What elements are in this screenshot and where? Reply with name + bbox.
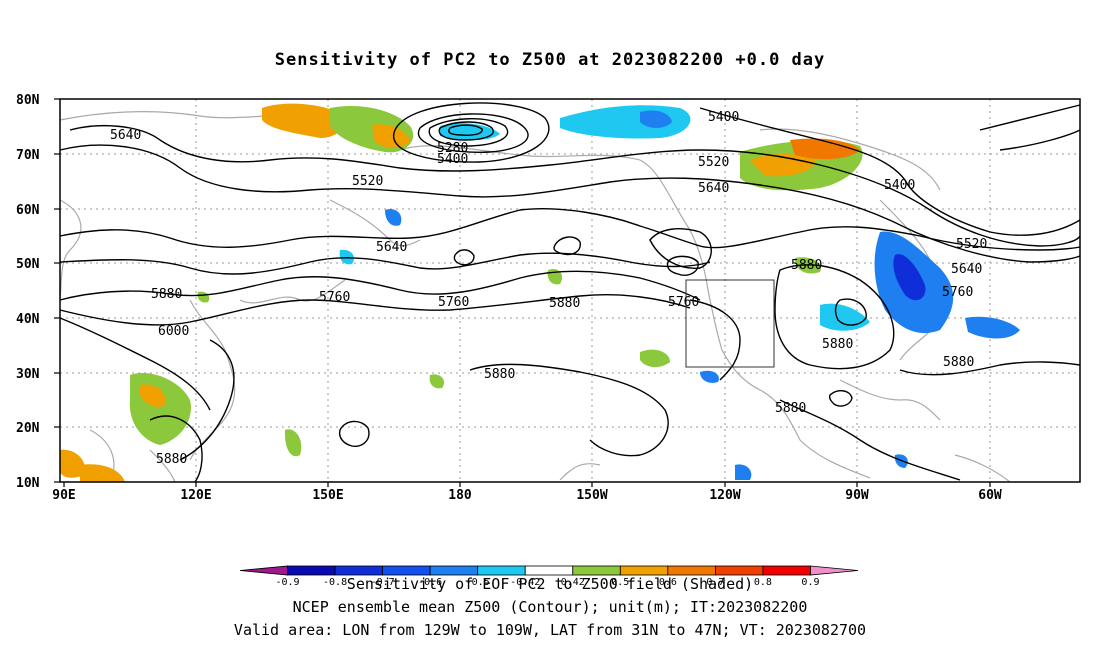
caption-contour: NCEP ensemble mean Z500 (Contour); unit(… [292, 598, 808, 616]
shade-patch [80, 464, 125, 482]
longitude-labels: 90E 120E 150E 180 150W 120W 90W 60W [52, 488, 1002, 503]
shade-patch [700, 370, 719, 383]
colorbar-tick-label: 0.7 [706, 577, 724, 588]
lon-label: 180 [448, 488, 472, 503]
contour-label: 5880 [775, 401, 806, 416]
contour-label: 5640 [376, 240, 407, 255]
shade-patch [262, 103, 344, 138]
shade-patch [60, 449, 86, 478]
colorbar-swatch [334, 565, 384, 576]
contour-label: 5880 [156, 452, 187, 467]
colorbar-swatch [287, 565, 336, 576]
shade-patch [965, 316, 1020, 339]
lon-label: 90E [52, 488, 75, 503]
colorbar: -0.9 -0.8 -0.7 -0.6 -0.5 -0.42 0.42 0.5 0.6 0.7 0.… [239, 565, 859, 588]
lon-label: 60W [978, 488, 1002, 503]
contour-label: 5880 [822, 337, 853, 352]
shade-patch [429, 374, 445, 389]
contour-label: 5400 [884, 178, 915, 193]
shade-patch [893, 254, 926, 301]
shade-patch [339, 249, 355, 265]
colorbar-tick-label: -0.42 [510, 577, 540, 588]
contour-label: 5640 [698, 181, 729, 196]
lat-label: 40N [16, 312, 40, 327]
contour-label: 5640 [110, 128, 141, 143]
shade-patch [790, 138, 860, 160]
contour-label: 5880 [791, 258, 822, 273]
contour-label: 5880 [943, 355, 974, 370]
caption-shading: Sensitivity of EOF PC2 to Z500 field (Sh… [346, 575, 754, 593]
colorbar-tick-label: -0.6 [418, 577, 442, 588]
shade-patch [640, 110, 672, 128]
contour-label: 5760 [942, 285, 973, 300]
contour-label: 5400 [437, 152, 468, 167]
contour-label: 5520 [698, 155, 729, 170]
sensitivity-shading [60, 103, 1020, 482]
contour-label: 5880 [549, 296, 580, 311]
shade-patch [735, 464, 752, 480]
colorbar-swatch [524, 565, 574, 576]
grid-lines [60, 99, 1080, 482]
lat-label: 30N [16, 367, 40, 382]
shade-patch [284, 429, 302, 457]
colorbar-swatch [810, 565, 859, 576]
shade-patch [440, 123, 500, 141]
lat-label: 60N [16, 203, 40, 218]
lon-label: 150W [576, 488, 607, 503]
caption-valid-area: Valid area: LON from 129W to 109W, LAT f… [233, 621, 867, 639]
colorbar-swatch [382, 565, 431, 576]
colorbar-tick-label: -0.8 [323, 577, 347, 588]
latitude-labels: 80N 70N 60N 50N 40N 30N 20N 10N [16, 93, 40, 491]
lat-label: 50N [16, 257, 40, 272]
page-title: Sensitivity of PC2 to Z500 at 2023082200… [274, 50, 826, 70]
colorbar-tick-label: 0.8 [754, 577, 772, 588]
colorbar-tick-label: 0.5 [611, 577, 629, 588]
z500-contours [59, 102, 1081, 483]
lon-label: 90W [845, 488, 869, 503]
lat-label: 20N [16, 421, 40, 436]
contour-label: 5760 [319, 290, 350, 305]
valid-area-box [685, 279, 775, 368]
colorbar-swatch [762, 565, 811, 576]
shade-patch [640, 349, 670, 368]
shade-patch [140, 384, 166, 407]
contour-label: 5400 [708, 110, 739, 125]
shade-patch [385, 208, 402, 226]
colorbar-tick-label: 0.6 [659, 577, 677, 588]
shade-patch [372, 124, 410, 148]
contour-label: 5520 [352, 174, 383, 189]
colorbar-swatch [667, 565, 716, 576]
colorbar-tick-label: 0.42 [561, 577, 585, 588]
lat-label: 80N [16, 93, 40, 108]
lat-label: 70N [16, 148, 40, 163]
colorbar-swatch [619, 565, 669, 576]
contour-label: 5760 [438, 295, 469, 310]
contour-label: 6000 [158, 324, 189, 339]
contour-labels: 5640 5280 5400 5400 5520 5520 5640 5400 … [110, 110, 987, 467]
lon-label: 120E [180, 488, 211, 503]
colorbar-swatch [714, 565, 764, 576]
colorbar-swatch [572, 565, 621, 576]
colorbar-tick-label: 0.9 [801, 577, 819, 588]
colorbar-swatch [429, 565, 479, 576]
lon-label: 150E [312, 488, 343, 503]
colorbar-tick-label: -0.5 [466, 577, 490, 588]
contour-label: 5520 [956, 237, 987, 252]
colorbar-tick-label: -0.7 [371, 577, 395, 588]
colorbar-tick-label: -0.9 [275, 577, 299, 588]
contour-label: 5280 [437, 141, 468, 156]
contour-label: 5760 [668, 295, 699, 310]
contour-label: 5880 [151, 287, 182, 302]
lat-label: 10N [16, 476, 40, 491]
contour-label: 5640 [951, 262, 982, 277]
lon-label: 120W [709, 488, 740, 503]
contour-label: 5880 [484, 367, 515, 382]
colorbar-swatch [477, 565, 526, 576]
colorbar-swatch [239, 565, 288, 576]
